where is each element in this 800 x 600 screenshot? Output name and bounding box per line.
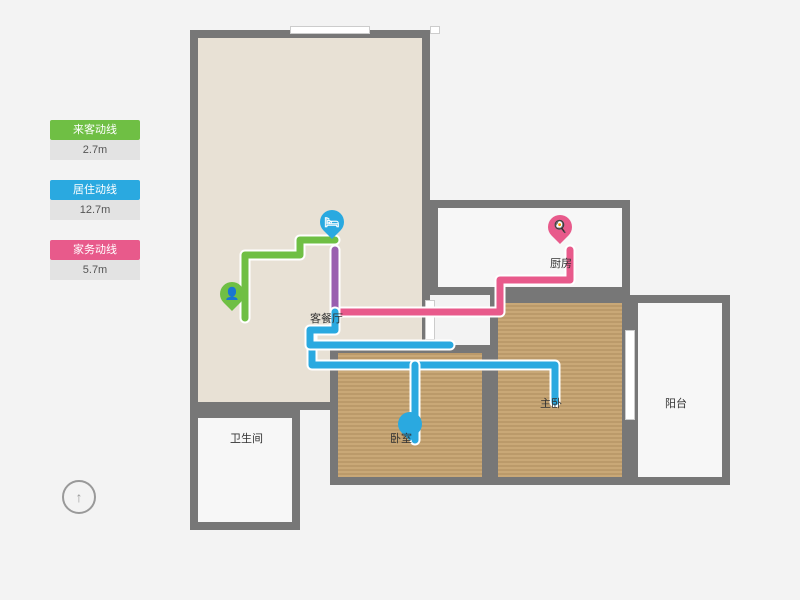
legend-swatch: 家务动线 <box>50 240 140 260</box>
legend-value: 5.7m <box>50 260 140 280</box>
floorplan-diagram: 来客动线 2.7m 居住动线 12.7m 家务动线 5.7m ↑ 👤🛏🍳 客餐厅… <box>0 0 800 600</box>
legend-swatch: 来客动线 <box>50 120 140 140</box>
marker-glyph-icon: 🛏 <box>324 215 339 229</box>
legend-value: 12.7m <box>50 200 140 220</box>
compass-icon: ↑ <box>62 480 96 514</box>
room-bath <box>190 410 300 530</box>
marker-glyph-icon: 🍳 <box>553 220 568 234</box>
wall-opening <box>425 300 435 340</box>
wall-opening <box>290 26 370 34</box>
legend-item-resident: 居住动线 12.7m <box>50 180 140 220</box>
legend: 来客动线 2.7m 居住动线 12.7m 家务动线 5.7m <box>50 120 140 300</box>
legend-value: 2.7m <box>50 140 140 160</box>
legend-item-guest: 来客动线 2.7m <box>50 120 140 160</box>
compass-glyph: ↑ <box>76 489 83 505</box>
legend-swatch: 居住动线 <box>50 180 140 200</box>
room-kitchen <box>430 200 630 295</box>
room-master <box>490 295 630 485</box>
room-balcony <box>630 295 730 485</box>
wall-opening <box>625 330 635 420</box>
wall-opening <box>430 26 440 34</box>
marker-glyph-icon: 👤 <box>225 287 240 301</box>
legend-item-chore: 家务动线 5.7m <box>50 240 140 280</box>
